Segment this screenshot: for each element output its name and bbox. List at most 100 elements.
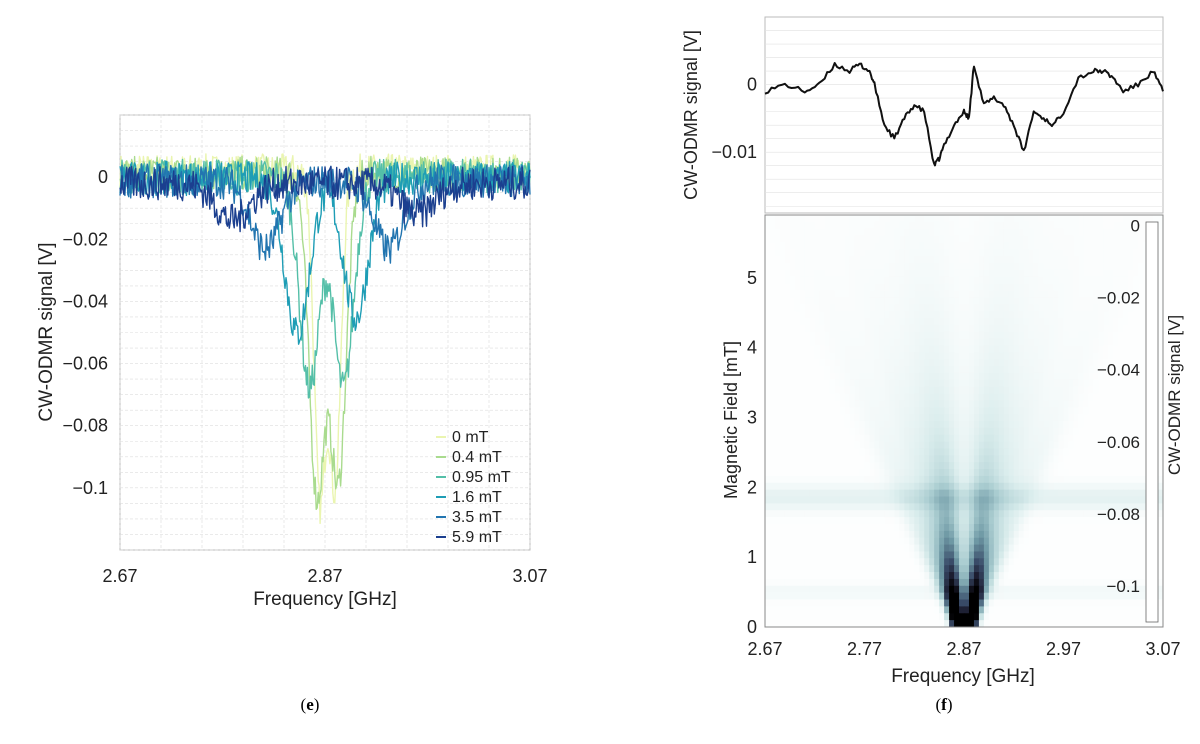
heatmap-cell: [789, 441, 796, 450]
heatmap-cell: [983, 400, 990, 408]
heatmap-cell: [1103, 455, 1109, 463]
heatmap-cell: [1088, 400, 1094, 408]
heatmap-cell: [964, 352, 970, 360]
heatmap-cell: [784, 462, 791, 470]
heatmap-cell: [1068, 448, 1075, 456]
heatmap-cell: [1138, 462, 1144, 470]
heatmap-cell: [1078, 276, 1084, 285]
heatmap-cell: [819, 599, 826, 607]
heatmap-cell: [769, 345, 776, 353]
heatmap-cell: [993, 475, 1000, 484]
heatmap-cell: [829, 578, 836, 587]
heatmap-cell: [1038, 434, 1045, 443]
heatmap-cell: [894, 510, 900, 518]
heatmap-cell: [829, 503, 836, 511]
heatmap-cell: [1073, 304, 1080, 312]
heatmap-cell: [1138, 318, 1144, 326]
heatmap-cell: [844, 578, 851, 587]
heatmap-cell: [1028, 407, 1035, 415]
x-tick-label: 2.67: [102, 566, 137, 586]
heatmap-cell: [889, 331, 895, 340]
heatmap-cell: [899, 517, 905, 525]
heatmap-cell: [978, 475, 985, 484]
heatmap-cell: [929, 544, 935, 553]
heatmap-cell: [904, 283, 910, 292]
heatmap-cell: [1023, 256, 1030, 264]
heatmap-cell: [804, 359, 811, 367]
heatmap-cell: [839, 592, 846, 601]
heatmap-cell: [1123, 290, 1129, 298]
heatmap-cell: [1003, 448, 1010, 456]
heatmap-cell: [904, 565, 910, 573]
heatmap-cell: [769, 462, 776, 470]
heatmap-cell: [1158, 311, 1163, 319]
heatmap-cell: [978, 434, 985, 443]
heatmap-cell: [864, 537, 871, 546]
heatmap-cell: [929, 304, 935, 312]
heatmap-cell: [1158, 366, 1163, 374]
heatmap-cell: [889, 269, 895, 278]
heatmap-cell: [765, 297, 771, 305]
heatmap-cell: [1083, 304, 1089, 312]
heatmap-cell: [1058, 256, 1065, 264]
heatmap-cell: [978, 249, 985, 257]
heatmap-cell: [819, 448, 826, 456]
heatmap-cell: [1078, 407, 1084, 415]
heatmap-cell: [949, 290, 955, 298]
heatmap-cell: [959, 359, 965, 367]
heatmap-cell: [884, 318, 890, 326]
heatmap-cell: [889, 613, 895, 621]
heatmap-cell: [879, 345, 885, 353]
heatmap-cell: [1033, 496, 1040, 504]
heatmap-cell: [978, 620, 985, 627]
heatmap-cell: [765, 269, 771, 278]
heatmap-cell: [899, 613, 905, 621]
heatmap-cell: [929, 290, 935, 298]
heatmap-cell: [814, 530, 821, 539]
heatmap-cell: [1008, 249, 1015, 257]
heatmap-cell: [954, 578, 960, 587]
heatmap-cell: [968, 496, 975, 504]
heatmap-cell: [1138, 269, 1144, 278]
heatmap-cell: [829, 407, 836, 415]
heatmap-cell: [869, 366, 876, 374]
heatmap-cell: [973, 386, 980, 395]
heatmap-cell: [949, 572, 955, 580]
heatmap-cell: [1113, 372, 1119, 381]
heatmap-cell: [978, 503, 985, 511]
heatmap-cell: [1038, 366, 1045, 374]
heatmap-cell: [844, 496, 851, 504]
heatmap-cell: [1033, 283, 1040, 292]
heatmap-cell: [1063, 455, 1070, 463]
heatmap-cell: [829, 427, 836, 436]
heatmap-cell: [1048, 359, 1055, 367]
heatmap-cell: [959, 338, 965, 347]
heatmap-cell: [1108, 352, 1114, 360]
heatmap-cell: [983, 544, 990, 553]
heatmap-cell: [784, 517, 791, 525]
heatmap-cell: [1043, 599, 1050, 607]
heatmap-cell: [869, 455, 876, 463]
heatmap-cell: [819, 620, 826, 627]
heatmap-cell: [993, 489, 1000, 498]
heatmap-cell: [1093, 510, 1099, 518]
heatmap-cell: [789, 407, 796, 415]
heatmap-cell: [929, 441, 935, 450]
heatmap-cell: [983, 599, 990, 607]
heatmap-cell: [1053, 215, 1060, 223]
heatmap-cell: [1008, 503, 1015, 511]
heatmap-cell: [978, 427, 985, 436]
heatmap-cell: [934, 379, 940, 388]
heatmap-cell: [799, 276, 806, 285]
heatmap-cell: [1088, 537, 1094, 546]
heatmap-cell: [929, 482, 935, 491]
heatmap-cell: [844, 386, 851, 395]
heatmap-cell: [1008, 242, 1015, 250]
heatmap-cell: [854, 414, 861, 422]
heatmap-cell: [1018, 482, 1025, 491]
heatmap-cell: [978, 551, 985, 559]
heatmap-cell: [1123, 304, 1129, 312]
heatmap-cell: [1043, 544, 1050, 553]
heatmap-cell: [779, 572, 786, 580]
heatmap-cell: [1068, 297, 1075, 305]
